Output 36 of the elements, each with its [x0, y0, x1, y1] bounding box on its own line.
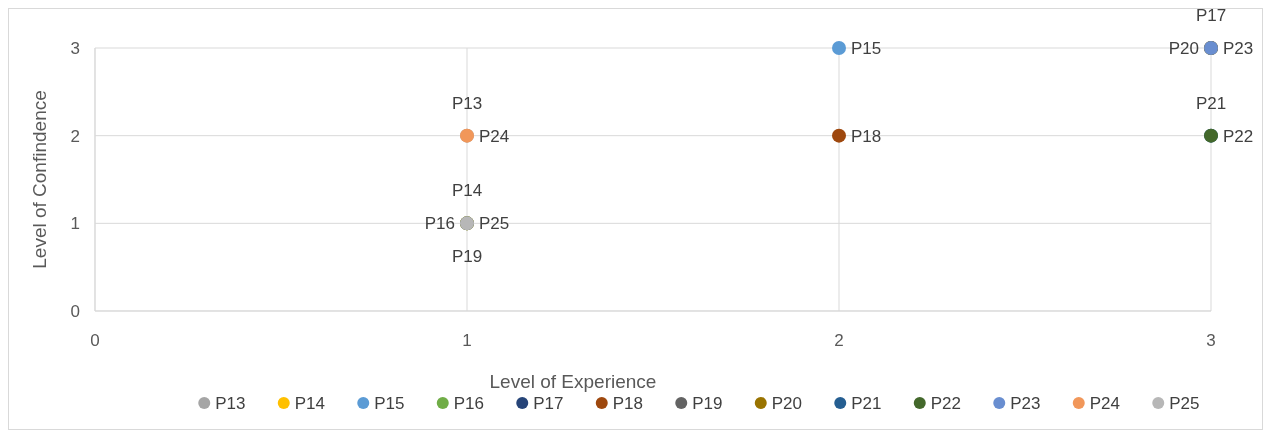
text: P20 [1168, 39, 1199, 58]
legend-label: P21 [851, 394, 882, 413]
text: P23 [1223, 39, 1254, 58]
text: P16 [424, 214, 455, 234]
text: P13 [451, 93, 483, 113]
legend-label: P18 [612, 394, 643, 413]
legend-label: P23 [1010, 394, 1041, 413]
x-tick-label: 3 [1206, 331, 1216, 350]
text: P21 [1195, 93, 1227, 113]
legend-label: P25 [1169, 394, 1200, 413]
legend-label: P22 [930, 394, 961, 413]
text: P18 [851, 126, 882, 146]
x-tick-label: 0 [90, 331, 100, 350]
legend-label: P19 [692, 394, 723, 413]
text: P24 [479, 126, 510, 146]
text: P15 [851, 39, 882, 58]
legend-label: P24 [1089, 394, 1120, 413]
text: P22 [1223, 126, 1254, 146]
legend-label: P16 [453, 394, 484, 413]
y-tick-label: 2 [70, 126, 80, 146]
x-tick-label: 2 [834, 331, 844, 350]
x-axis-title: Level of Experience [489, 371, 657, 392]
legend-label: P17 [533, 394, 564, 413]
text: P19 [451, 247, 483, 267]
legend-label: P13 [215, 394, 246, 413]
text: P25 [479, 214, 510, 234]
y-tick-label: 3 [70, 39, 80, 58]
y-axis-title: Level of Confindence [29, 90, 50, 269]
y-tick-label: 1 [70, 214, 80, 234]
y-tick-label: 0 [70, 302, 80, 321]
legend-label: P20 [771, 394, 802, 413]
text: P17 [1195, 6, 1227, 25]
legend-label: P15 [374, 394, 405, 413]
x-tick-label: 1 [462, 331, 472, 350]
text: P14 [451, 181, 483, 201]
legend-label: P14 [294, 394, 325, 413]
